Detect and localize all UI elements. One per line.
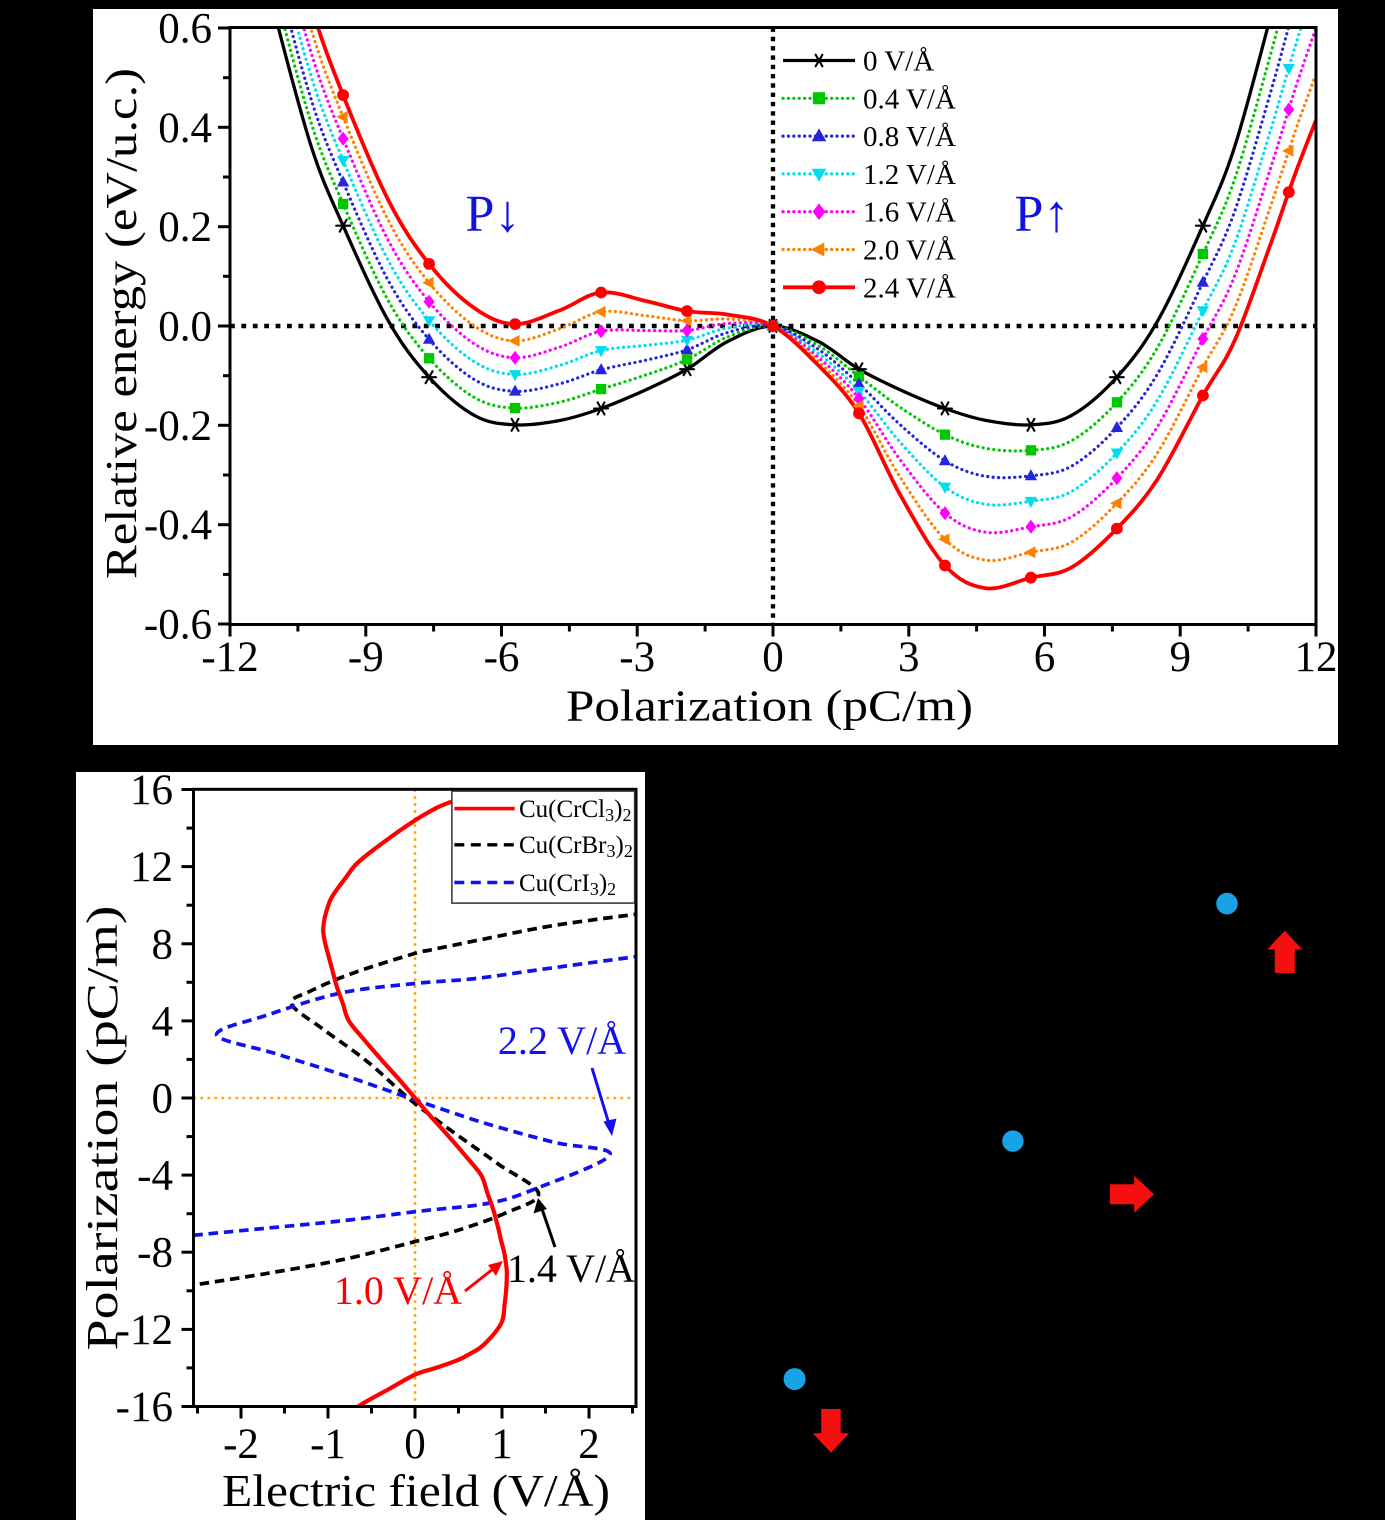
svg-text:-8: -8 — [137, 1230, 173, 1277]
svg-text:-0.4: -0.4 — [144, 502, 212, 549]
svg-text:0.2: 0.2 — [158, 204, 212, 251]
svg-text:0.6: 0.6 — [158, 9, 212, 53]
svg-text:Relative energy (eV/u.c.): Relative energy (eV/u.c.) — [97, 68, 146, 579]
svg-text:0 V/Å: 0 V/Å — [863, 46, 934, 78]
svg-text:Electric field (V/Å): Electric field (V/Å) — [222, 1466, 610, 1516]
svg-text:Polarization (pC/m): Polarization (pC/m) — [78, 906, 127, 1351]
svg-text:0.4: 0.4 — [158, 105, 212, 152]
svg-text:12: 12 — [130, 844, 173, 891]
svg-text:0: 0 — [152, 1076, 174, 1123]
svg-text:12: 12 — [1295, 634, 1338, 681]
svg-text:8: 8 — [152, 921, 174, 968]
svg-text:0: 0 — [762, 634, 784, 681]
svg-text:2: 2 — [578, 1421, 600, 1468]
svg-text:0.8 V/Å: 0.8 V/Å — [863, 121, 956, 153]
svg-text:-3: -3 — [619, 634, 655, 681]
svg-text:P↓: P↓ — [466, 186, 521, 243]
svg-text:1.4 V/Å: 1.4 V/Å — [507, 1246, 635, 1291]
svg-text:Cu(CrCl3)2: Cu(CrCl3)2 — [519, 796, 631, 825]
svg-text:0: 0 — [404, 1421, 426, 1468]
svg-text:-12: -12 — [201, 634, 258, 681]
svg-text:2.4 V/Å: 2.4 V/Å — [863, 272, 956, 304]
svg-text:Polarization (pC/m): Polarization (pC/m) — [566, 682, 973, 731]
svg-text:1.0 V/Å: 1.0 V/Å — [334, 1268, 462, 1313]
svg-text:-1: -1 — [310, 1421, 346, 1468]
svg-text:-2: -2 — [223, 1421, 259, 1468]
svg-text:-4: -4 — [137, 1153, 173, 1200]
svg-text:2.2 V/Å: 2.2 V/Å — [498, 1018, 626, 1063]
svg-text:16: 16 — [130, 772, 173, 814]
svg-text:9: 9 — [1169, 634, 1191, 681]
svg-text:-9: -9 — [348, 634, 384, 681]
svg-text:4: 4 — [152, 998, 174, 1045]
svg-text:Cu(CrI3)2: Cu(CrI3)2 — [519, 870, 616, 899]
svg-text:1.2 V/Å: 1.2 V/Å — [863, 159, 956, 191]
svg-text:-12: -12 — [116, 1307, 173, 1354]
svg-text:2.0 V/Å: 2.0 V/Å — [863, 235, 956, 267]
svg-text:-16: -16 — [116, 1384, 173, 1431]
svg-text:1.6 V/Å: 1.6 V/Å — [863, 197, 956, 229]
svg-text:-0.2: -0.2 — [144, 403, 212, 450]
svg-text:-6: -6 — [484, 634, 520, 681]
svg-text:0.4 V/Å: 0.4 V/Å — [863, 83, 956, 115]
svg-text:6: 6 — [1034, 634, 1056, 681]
svg-text:0.0: 0.0 — [158, 304, 212, 351]
svg-text:-0.6: -0.6 — [144, 602, 212, 649]
svg-text:3: 3 — [898, 634, 920, 681]
svg-text:P↑: P↑ — [1015, 186, 1070, 243]
svg-text:Cu(CrBr3)2: Cu(CrBr3)2 — [519, 832, 633, 861]
svg-text:1: 1 — [491, 1421, 513, 1468]
